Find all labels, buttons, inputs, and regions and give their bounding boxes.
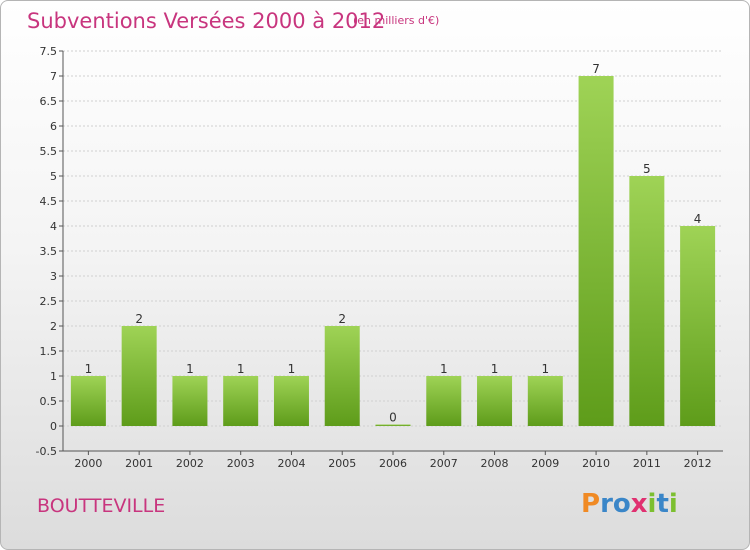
bar-2004 xyxy=(273,376,309,426)
bar-2007 xyxy=(426,376,462,426)
axes xyxy=(59,50,723,455)
bars xyxy=(70,76,716,426)
data-label-2010: 7 xyxy=(592,62,600,76)
y-tick-label: 4.5 xyxy=(40,195,58,208)
y-tick-label: 1.5 xyxy=(40,345,58,358)
y-tick-label: 6 xyxy=(50,120,57,133)
x-tick-label-2001: 2001 xyxy=(125,457,153,470)
data-label-2001: 2 xyxy=(135,312,143,326)
bar-2011 xyxy=(629,176,665,426)
grid-lines xyxy=(63,50,723,452)
y-tick-label: 5.5 xyxy=(40,145,58,158)
chart-title: Subventions Versées 2000 à 2012 xyxy=(27,9,386,33)
data-label-2008: 1 xyxy=(491,362,499,376)
data-label-2004: 1 xyxy=(288,362,296,376)
y-tick-label: 2 xyxy=(50,320,57,333)
x-tick-label-2002: 2002 xyxy=(176,457,204,470)
y-tick-label: -0.5 xyxy=(36,445,57,458)
logo-letter: t xyxy=(656,489,669,519)
y-tick-label: 6.5 xyxy=(40,95,58,108)
x-tick-label-2004: 2004 xyxy=(277,457,305,470)
logo-letter: i xyxy=(668,489,678,519)
data-label-2009: 1 xyxy=(541,362,549,376)
data-label-2005: 2 xyxy=(338,312,346,326)
logo-letter: o xyxy=(612,489,631,519)
bar-2009 xyxy=(527,376,563,426)
proxiti-logo: Proxiti xyxy=(581,489,678,519)
data-label-2000: 1 xyxy=(85,362,93,376)
x-tick-label-2006: 2006 xyxy=(379,457,407,470)
data-label-2011: 5 xyxy=(643,162,651,176)
bar-2006 xyxy=(375,424,411,426)
y-tick-label: 3 xyxy=(50,270,57,283)
x-tick-label-2010: 2010 xyxy=(582,457,610,470)
y-tick-label: 4 xyxy=(50,220,57,233)
y-tick-label: 2.5 xyxy=(40,295,58,308)
logo-letter: r xyxy=(600,489,613,519)
chart-subtitle: (en milliers d'€) xyxy=(353,14,440,27)
x-tick-label-2011: 2011 xyxy=(633,457,661,470)
data-label-2007: 1 xyxy=(440,362,448,376)
logo-letter: x xyxy=(630,489,648,519)
x-tick-label-2009: 2009 xyxy=(531,457,559,470)
bar-2012 xyxy=(680,226,716,426)
y-tick-label: 1 xyxy=(50,370,57,383)
x-tick-label-2007: 2007 xyxy=(430,457,458,470)
x-tick-label-2000: 2000 xyxy=(74,457,102,470)
bar-2001 xyxy=(121,326,157,426)
bar-2010 xyxy=(578,76,614,426)
y-tick-label: 0.5 xyxy=(40,395,58,408)
y-tick-label: 7 xyxy=(50,70,57,83)
data-label-2002: 1 xyxy=(186,362,194,376)
x-tick-label-2008: 2008 xyxy=(481,457,509,470)
y-tick-label: 7.5 xyxy=(40,45,58,58)
y-tick-label: 3.5 xyxy=(40,245,58,258)
x-tick-label-2005: 2005 xyxy=(328,457,356,470)
bar-2008 xyxy=(477,376,513,426)
data-label-2012: 4 xyxy=(694,212,702,226)
bar-2000 xyxy=(70,376,106,426)
logo-letter: i xyxy=(647,489,657,519)
x-tick-label-2012: 2012 xyxy=(684,457,712,470)
x-tick-label-2003: 2003 xyxy=(227,457,255,470)
bar-2005 xyxy=(324,326,360,426)
bar-2003 xyxy=(223,376,259,426)
commune-name: BOUTTEVILLE xyxy=(37,495,166,517)
labels: -0.5 0 0.5 1 1.5 2 2.5 3 3.5 4 4.5 5 5.5 6 6.5 7 7.5 1 200… xyxy=(36,45,712,470)
logo-letter: P xyxy=(581,489,601,519)
bar-2002 xyxy=(172,376,208,426)
y-tick-label: 5 xyxy=(50,170,57,183)
data-label-2003: 1 xyxy=(237,362,245,376)
data-label-2006: 0 xyxy=(389,411,397,425)
y-tick-label: 0 xyxy=(50,420,57,433)
